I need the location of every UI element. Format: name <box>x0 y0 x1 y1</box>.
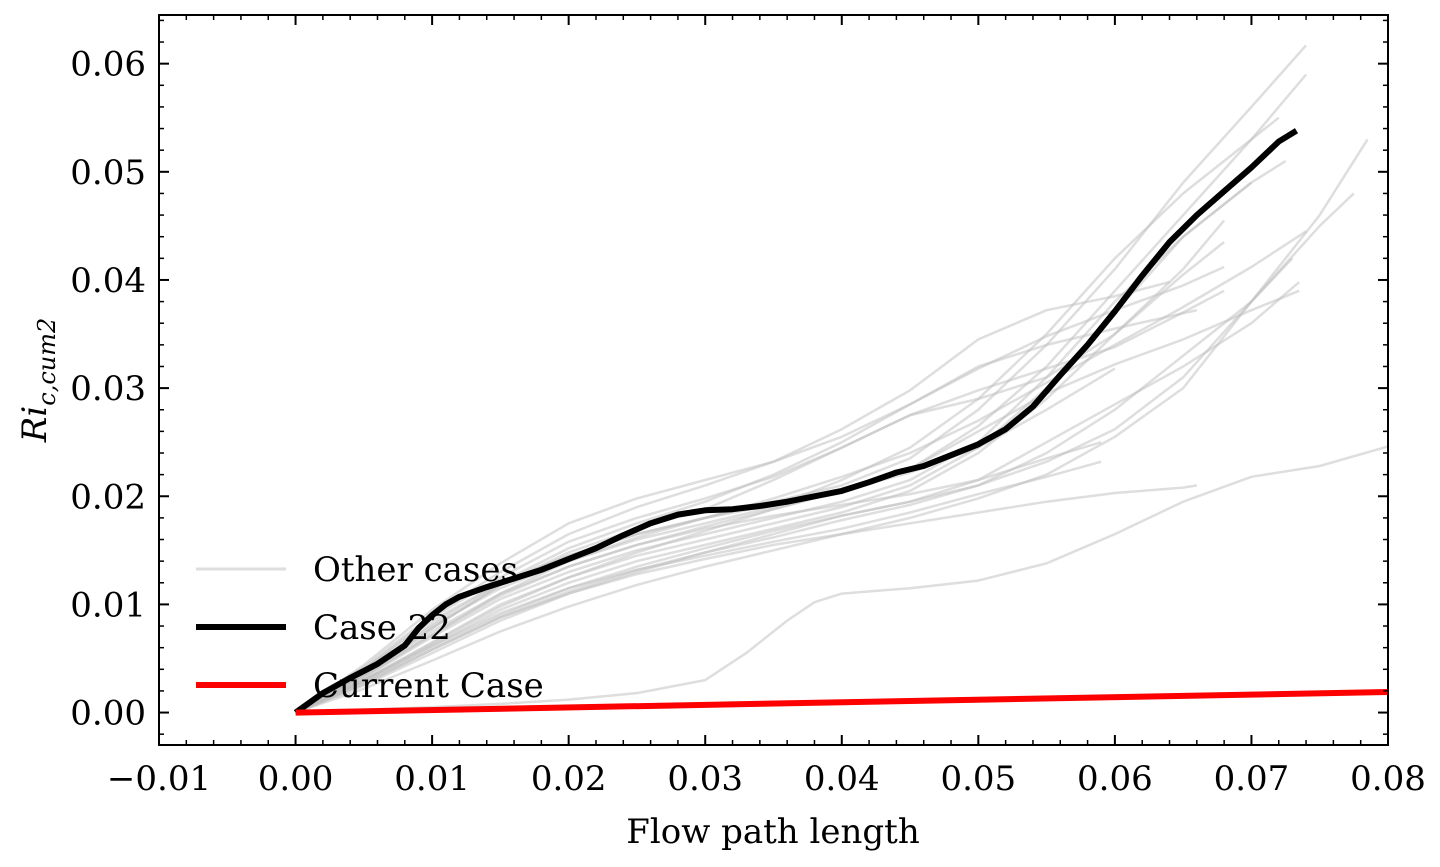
y-axis-label-main: Ri <box>15 406 55 443</box>
other-case-line-14 <box>294 289 1225 714</box>
y-axis-label-subscript: c,cum2 <box>33 318 61 406</box>
y-tick-label: 0.02 <box>70 477 146 517</box>
other-case-line-22 <box>295 445 1388 714</box>
x-tick-label: −0.01 <box>107 759 211 799</box>
x-tick-label: 0.06 <box>1077 759 1153 799</box>
legend-label-other-cases: Other cases <box>313 550 518 590</box>
case-22-line <box>293 128 1299 716</box>
legend-label-case-22: Case 22 <box>313 608 451 648</box>
other-case-line-18 <box>294 367 1116 714</box>
x-tick-label: 0.05 <box>940 759 1016 799</box>
y-tick-label: 0.04 <box>70 261 146 301</box>
plot-frame <box>158 14 1389 746</box>
y-tick-labels: 0.00 0.01 0.02 0.03 0.04 0.05 0.06 <box>70 45 146 734</box>
axis-ticks <box>158 15 1389 745</box>
other-case-line-4 <box>295 159 1287 714</box>
x-tick-label: 0.00 <box>258 759 334 799</box>
legend: Other cases Case 22 Current Case <box>196 550 544 706</box>
x-tick-label: 0.07 <box>1214 759 1290 799</box>
current-case-line <box>295 689 1388 716</box>
y-tick-label: 0.05 <box>70 153 146 193</box>
x-tick-label: 0.08 <box>1350 759 1426 799</box>
y-tick-label: 0.00 <box>70 694 146 734</box>
other-case-line-19 <box>295 441 1102 714</box>
other-case-line-9 <box>295 281 1301 714</box>
y-axis-label: Ric,cum2 <box>15 318 61 443</box>
y-tick-label: 0.06 <box>70 45 146 85</box>
other-case-line-17 <box>294 308 1198 714</box>
x-tick-label: 0.04 <box>804 759 880 799</box>
y-tick-label: 0.03 <box>70 369 146 409</box>
legend-label-current-case: Current Case <box>313 666 544 706</box>
x-tick-label: 0.02 <box>531 759 607 799</box>
x-tick-labels: −0.01 0.00 0.01 0.02 0.03 0.04 0.05 0.06 0.07 0.0… <box>107 759 1426 799</box>
other-case-line-15 <box>294 265 1225 714</box>
x-axis-label: Flow path length <box>626 812 919 852</box>
main-series-lines <box>293 128 1388 716</box>
x-tick-label: 0.01 <box>394 759 470 799</box>
x-tick-label: 0.03 <box>667 759 743 799</box>
other-case-line-8 <box>295 257 1294 714</box>
other-case-line-20 <box>295 460 1102 714</box>
y-tick-label: 0.01 <box>70 585 146 625</box>
other-case-line-5 <box>295 181 1253 714</box>
other-case-line-21 <box>295 484 1197 714</box>
other-cases-lines <box>294 44 1388 714</box>
